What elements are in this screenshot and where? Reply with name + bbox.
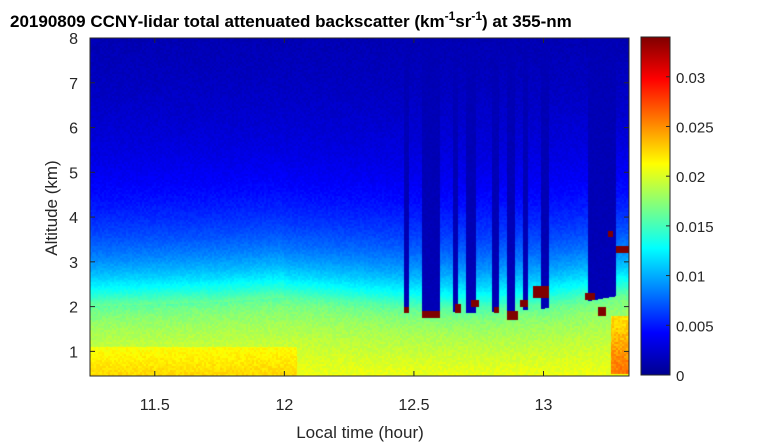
y-tick-label: 5 (69, 165, 78, 182)
y-axis-label: Altitude (km) (42, 160, 61, 255)
x-tick-label: 11.5 (140, 397, 170, 414)
x-tick-label: 12 (275, 397, 293, 414)
y-tick-label: 4 (69, 210, 78, 227)
y-tick-label: 6 (69, 121, 78, 138)
colorbar-tick-label: 0.02 (676, 169, 705, 186)
colorbar-tick-label: 0 (676, 368, 684, 385)
chart-title: 20190809 CCNY-lidar total attenuated bac… (10, 9, 572, 31)
x-tick-label: 13 (535, 397, 553, 414)
y-tick-label: 2 (69, 300, 78, 317)
colorbar-axis: 0 0.005 0.01 0.015 0.02 0.025 0.03 (666, 70, 714, 385)
y-tick-label: 7 (69, 76, 78, 93)
colorbar-tick-label: 0.025 (676, 119, 714, 136)
colorbar-tick-label: 0.03 (676, 70, 705, 87)
plot-frame (89, 37, 630, 377)
colorbar-tick-label: 0.005 (676, 318, 714, 335)
y-tick-label: 3 (69, 255, 78, 272)
heatmap-plot-area (90, 38, 629, 376)
colorbar (641, 37, 670, 375)
x-tick-label: 12.5 (398, 397, 429, 414)
colorbar-frame (640, 36, 671, 376)
x-axis: 11.5 12 12.5 13 (140, 38, 553, 414)
backscatter-heatmap (90, 38, 629, 376)
y-axis: 1 2 3 4 5 6 7 8 (69, 31, 629, 361)
colorbar-tick-label: 0.015 (676, 219, 714, 236)
y-tick-label: 8 (69, 31, 78, 48)
x-axis-label: Local time (hour) (296, 423, 424, 442)
y-tick-label: 1 (69, 344, 78, 361)
colorbar-tick-label: 0.01 (676, 269, 705, 286)
